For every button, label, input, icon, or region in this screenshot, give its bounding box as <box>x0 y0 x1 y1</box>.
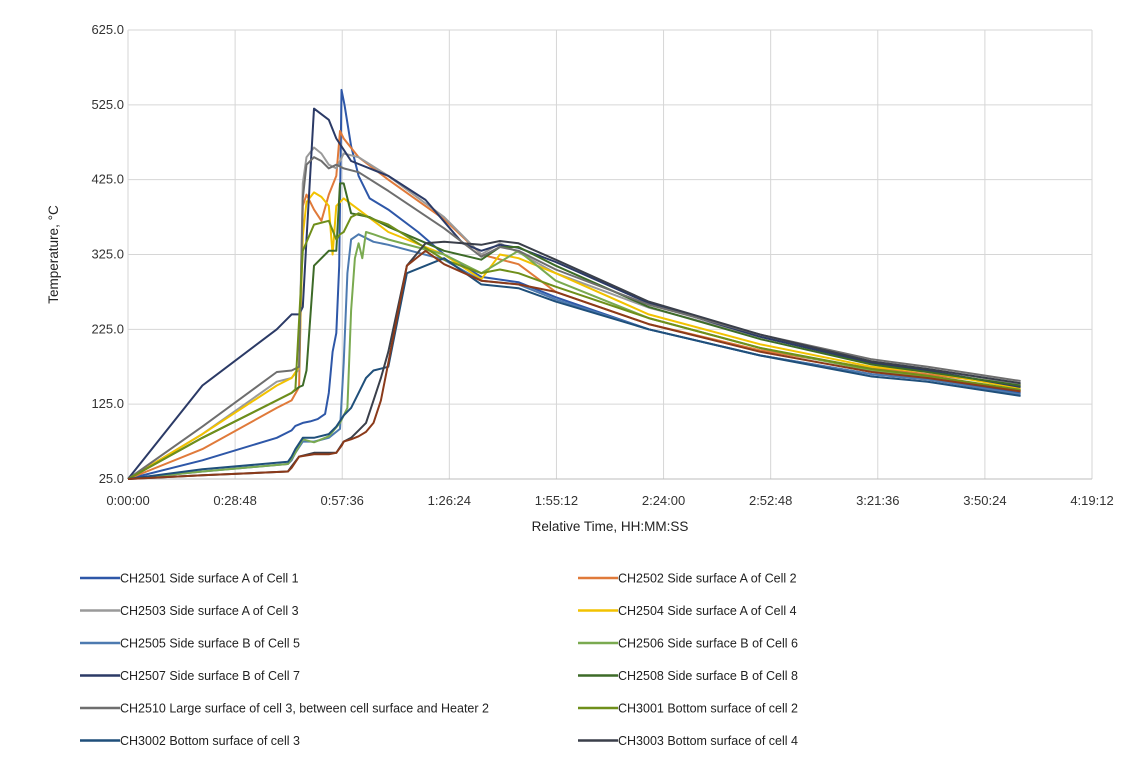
x-tick-label: 1:55:12 <box>535 493 578 508</box>
x-tick-labels: 0:00:00 0:28:48 0:57:36 1:26:24 1:55:12 2:24:… <box>106 493 1113 508</box>
series-layer <box>127 88 1021 480</box>
legend-entry: CH2502 Side surface A of Cell 2 <box>618 572 797 586</box>
series-line-7 <box>127 182 1021 480</box>
legend-entry: CH2508 Side surface B of Cell 8 <box>618 669 798 683</box>
y-axis-title: Temperature, °C <box>46 205 61 304</box>
legend-entry: CH2501 Side surface A of Cell 1 <box>120 572 299 586</box>
y-tick-label: 625.0 <box>91 22 124 37</box>
x-tick-label: 3:50:24 <box>963 493 1006 508</box>
x-tick-label: 2:24:00 <box>642 493 685 508</box>
legend-entry: CH2507 Side surface B of Cell 7 <box>120 669 300 683</box>
x-tick-label: 1:26:24 <box>428 493 471 508</box>
legend-entry: CH2505 Side surface B of Cell 5 <box>120 637 300 651</box>
y-tick-label: 125.0 <box>91 396 124 411</box>
y-tick-label: 525.0 <box>91 97 124 112</box>
y-tick-label: 25.0 <box>99 471 124 486</box>
x-tick-label: 0:57:36 <box>321 493 364 508</box>
x-tick-label: 0:28:48 <box>213 493 256 508</box>
legend-entry: CH2510 Large surface of cell 3, between … <box>120 702 489 716</box>
legend-entry: CH3003 Bottom surface of cell 4 <box>618 734 798 748</box>
legend-entry: CH3002 Bottom surface of cell 3 <box>120 734 300 748</box>
series-line-9 <box>127 212 1021 480</box>
legend: CH2501 Side surface A of Cell 1 CH2502 Si… <box>80 572 798 748</box>
series-line-12 <box>127 249 1021 480</box>
x-tick-label: 3:21:36 <box>856 493 899 508</box>
series-line-8 <box>127 156 1021 480</box>
legend-entry: CH3001 Bottom surface of cell 2 <box>618 702 798 716</box>
x-axis-title: Relative Time, HH:MM:SS <box>532 519 689 534</box>
y-tick-label: 325.0 <box>91 247 124 262</box>
grid <box>127 29 1093 480</box>
y-tick-labels: 25.0 125.0 225.0 325.0 425.0 525.0 625.0 <box>91 22 124 486</box>
legend-entry: CH2503 Side surface A of Cell 3 <box>120 604 299 618</box>
x-tick-label: 4:19:12 <box>1070 493 1113 508</box>
y-tick-label: 425.0 <box>91 172 124 187</box>
legend-entry: CH2504 Side surface A of Cell 4 <box>618 604 797 618</box>
series-line-10 <box>127 257 1021 480</box>
x-tick-label: 2:52:48 <box>749 493 792 508</box>
x-tick-label: 0:00:00 <box>106 493 149 508</box>
series-line-0 <box>127 88 1021 480</box>
y-tick-label: 225.0 <box>91 321 124 336</box>
legend-entry: CH2506 Side surface B of Cell 6 <box>618 637 798 651</box>
